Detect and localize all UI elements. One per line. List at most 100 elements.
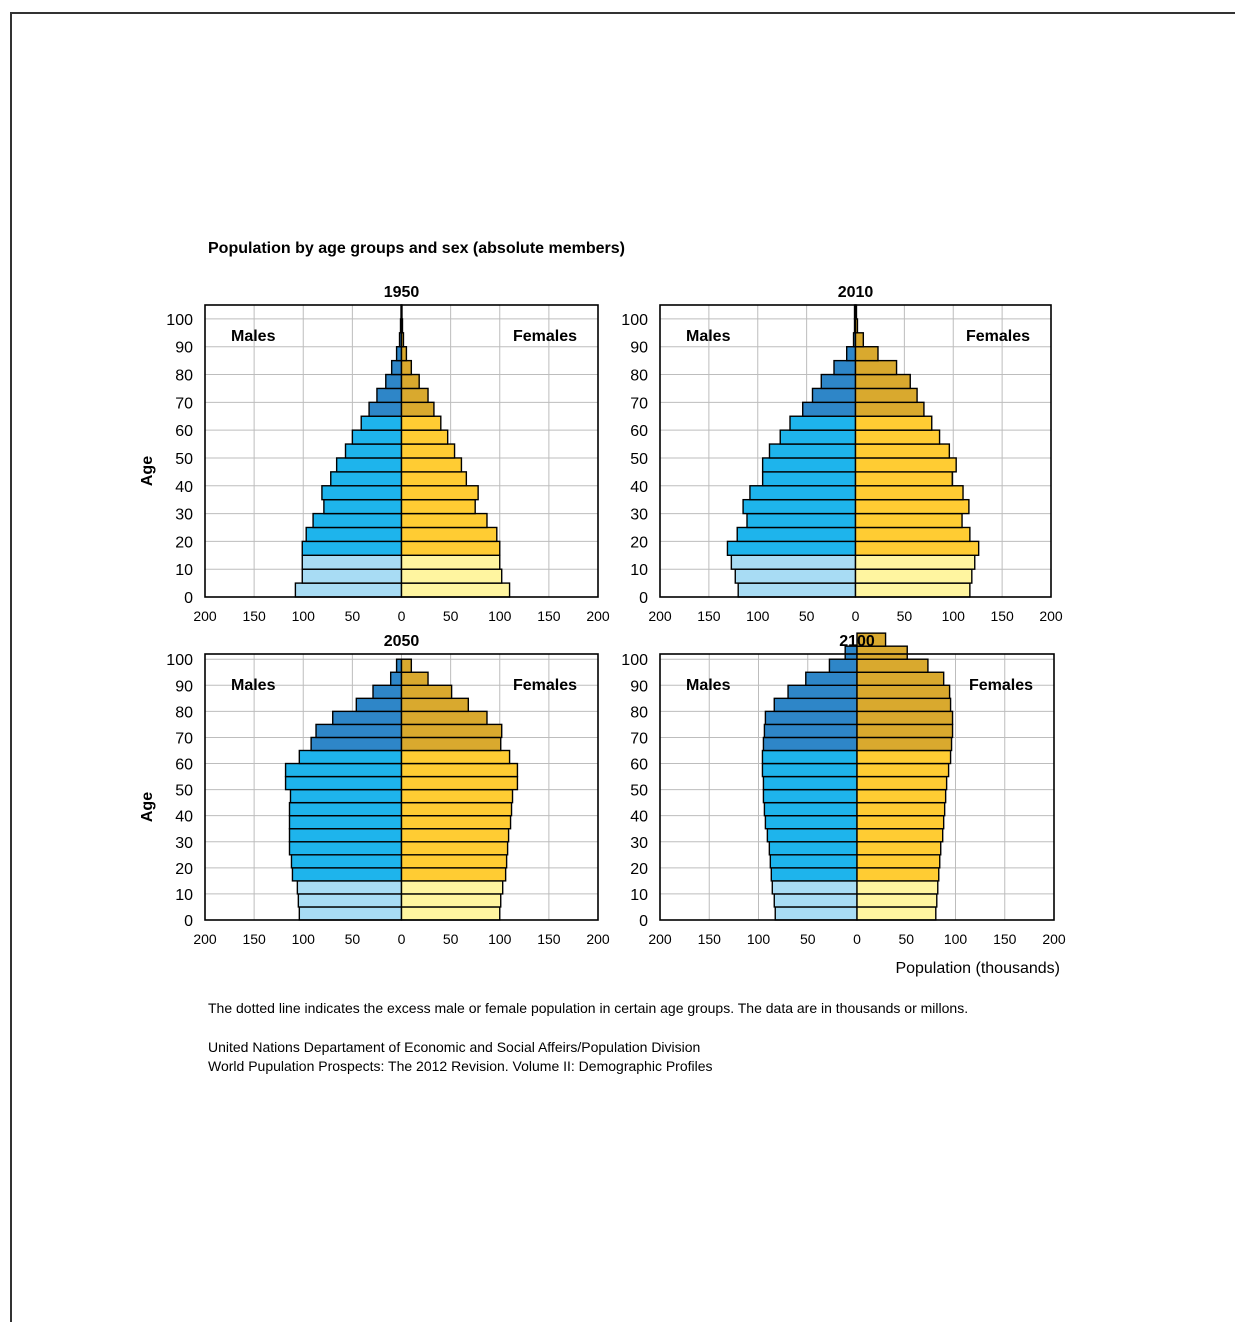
- y-tick-label: 20: [175, 861, 193, 878]
- y-tick-label: 60: [630, 423, 648, 440]
- male-bar: [298, 749, 403, 765]
- x-tick-label: 0: [398, 608, 406, 624]
- male-bar: [762, 788, 858, 804]
- x-tick-label: 150: [990, 608, 1014, 624]
- female-bar: [400, 762, 519, 778]
- female-bar: [856, 788, 947, 804]
- y-tick-label: 60: [630, 757, 648, 774]
- female-bar: [856, 906, 937, 921]
- y-tick-label: 70: [630, 730, 648, 747]
- male-bar: [290, 854, 403, 869]
- plot-frame: [659, 304, 1052, 598]
- female-bar: [856, 632, 887, 647]
- x-tick-label: 50: [898, 931, 914, 947]
- male-bar: [310, 736, 403, 752]
- male-bar: [395, 658, 403, 673]
- male-bar: [301, 568, 403, 584]
- female-bar: [856, 658, 929, 673]
- male-bar: [736, 526, 857, 543]
- female-bar: [854, 540, 980, 556]
- male-bar: [802, 401, 857, 417]
- female-bar: [854, 304, 858, 320]
- y-tick-label: 70: [175, 730, 193, 747]
- plot-frame: [659, 653, 1055, 921]
- female-bar: [854, 346, 879, 362]
- x-tick-label: 0: [398, 931, 406, 947]
- source-line-2: World Pupulation Prospects: The 2012 Rev…: [208, 1058, 713, 1074]
- x-tick-label: 0: [852, 608, 860, 624]
- female-bar: [400, 697, 470, 713]
- male-bar: [385, 373, 403, 390]
- y-tick-label: 100: [621, 652, 648, 669]
- males-label: Males: [686, 677, 731, 694]
- female-bar: [400, 554, 501, 570]
- x-tick-label: 200: [648, 608, 672, 624]
- female-bar: [400, 775, 519, 791]
- female-bar: [400, 359, 413, 376]
- male-bar: [389, 671, 403, 686]
- male-bar: [351, 429, 403, 445]
- female-bar: [400, 710, 488, 726]
- females-label: Females: [969, 677, 1033, 694]
- male-bar: [737, 582, 857, 598]
- x-tick-label: 100: [292, 608, 316, 624]
- y-tick-label: 20: [630, 534, 648, 551]
- male-bar: [284, 775, 403, 791]
- x-tick-label: 50: [800, 931, 816, 947]
- female-bar: [400, 841, 509, 856]
- y-tick-label: 10: [175, 887, 193, 904]
- male-bar: [787, 684, 858, 700]
- male-bar: [296, 880, 403, 895]
- male-bar: [298, 906, 403, 921]
- female-bar: [854, 554, 976, 570]
- male-bar: [762, 736, 858, 752]
- male-bar: [376, 387, 403, 404]
- female-bar: [400, 893, 502, 908]
- male-bar: [846, 346, 857, 362]
- male-bar: [763, 801, 858, 817]
- male-bar: [779, 429, 857, 445]
- male-bar: [368, 401, 403, 417]
- male-bar: [360, 415, 403, 431]
- female-bar: [400, 801, 513, 817]
- x-tick-label: 200: [1042, 931, 1066, 947]
- female-bar: [856, 893, 938, 908]
- x-tick-label: 100: [488, 608, 512, 624]
- male-bar: [288, 801, 403, 817]
- y-tick-label: 80: [175, 368, 193, 385]
- male-bar: [344, 443, 403, 459]
- female-bar: [400, 415, 442, 431]
- female-bar: [854, 373, 911, 390]
- male-bar: [764, 710, 858, 726]
- y-tick-label: 50: [175, 451, 193, 468]
- female-bar: [856, 762, 950, 778]
- figure-title: Population by age groups and sex (absolu…: [208, 240, 625, 257]
- male-bar: [749, 485, 857, 501]
- female-bar: [400, 906, 501, 921]
- female-bar: [854, 387, 918, 404]
- male-bar: [768, 841, 858, 856]
- female-bar: [854, 429, 941, 445]
- male-bar: [372, 684, 403, 700]
- female-bar: [400, 723, 503, 739]
- male-bar: [284, 762, 403, 778]
- x-tick-label: 50: [443, 931, 459, 947]
- female-bar: [400, 658, 413, 673]
- x-tick-label: 0: [853, 931, 861, 947]
- male-bar: [746, 512, 857, 529]
- male-bar: [768, 443, 857, 459]
- male-bar: [773, 893, 858, 908]
- x-tick-label: 200: [586, 608, 610, 624]
- female-bar: [854, 471, 953, 487]
- females-label: Females: [513, 328, 577, 345]
- y-axis-label: Age: [139, 792, 156, 822]
- female-bar: [400, 498, 476, 515]
- female-bar: [856, 671, 945, 686]
- page-frame-top: [10, 12, 1235, 14]
- female-bar: [400, 526, 498, 543]
- male-bar: [734, 568, 857, 584]
- panel-title: 2050: [384, 633, 420, 650]
- male-bar: [763, 723, 858, 739]
- male-bar: [301, 554, 403, 570]
